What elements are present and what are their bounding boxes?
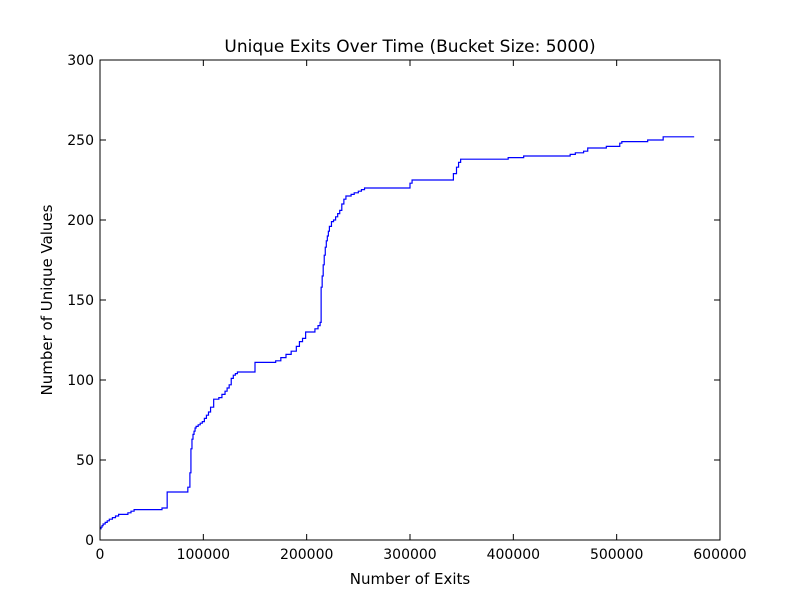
x-axis-label: Number of Exits — [350, 570, 471, 588]
y-tick-label: 50 — [76, 453, 94, 469]
x-tick-label: 0 — [96, 547, 105, 563]
series-line — [100, 136, 695, 530]
y-tick-label: 250 — [67, 133, 94, 149]
tick-layer: 0 100000 200000 300000 400000 500000 600000 0 50… — [67, 53, 746, 563]
x-tick-label: 600000 — [693, 547, 746, 563]
plot-background — [100, 60, 720, 540]
y-tick-label: 200 — [67, 213, 94, 229]
y-tick-label: 0 — [85, 533, 94, 549]
x-tick-label: 500000 — [590, 547, 643, 563]
y-tick-label: 300 — [67, 53, 94, 69]
plot-area: 0 100000 200000 300000 400000 500000 600000 0 50… — [67, 53, 746, 563]
plot-frame — [99, 59, 721, 541]
y-axis-label: Number of Unique Values — [38, 204, 56, 395]
x-tick-label: 400000 — [487, 547, 540, 563]
series-layer — [100, 136, 695, 530]
y-tick-label: 150 — [67, 293, 94, 309]
x-tick-label: 300000 — [383, 547, 436, 563]
chart-title: Unique Exits Over Time (Bucket Size: 500… — [224, 37, 595, 57]
x-tick-label: 100000 — [177, 547, 230, 563]
y-tick-label: 100 — [67, 373, 94, 389]
x-tick-label: 200000 — [280, 547, 333, 563]
